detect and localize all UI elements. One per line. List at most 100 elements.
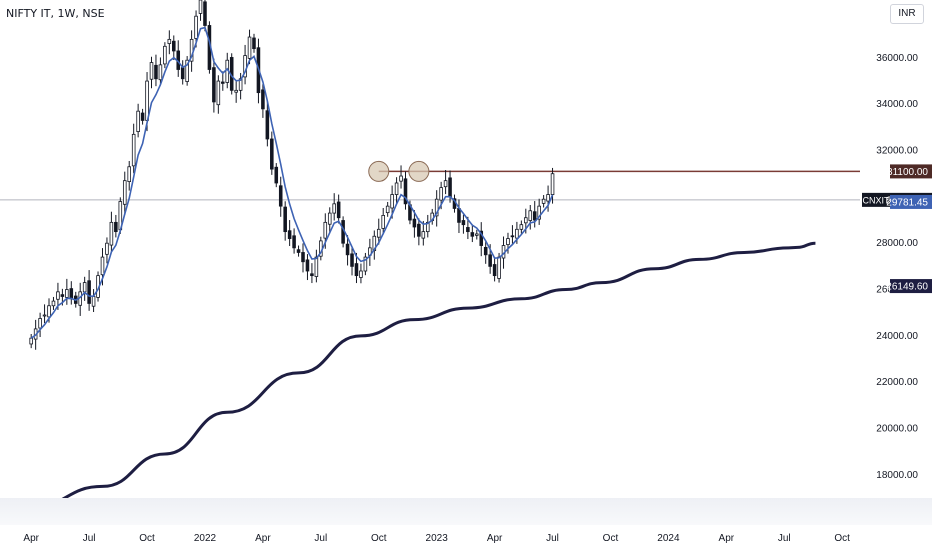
candle-body <box>172 40 176 52</box>
candle-body <box>87 280 91 304</box>
y-tick-label: 36000.00 <box>876 53 918 64</box>
x-tick-label: 2022 <box>194 533 217 544</box>
price-label-prefix: CNXIT <box>863 195 891 205</box>
candle-body <box>385 205 390 214</box>
candle-body <box>270 138 274 170</box>
candle-body <box>301 252 305 263</box>
y-tick-label: 22000.00 <box>876 377 918 388</box>
candle-body <box>470 232 475 237</box>
time-axis-band[interactable] <box>0 498 932 525</box>
candle-body <box>29 337 33 345</box>
candle-body <box>528 210 533 221</box>
candle-body <box>149 62 154 80</box>
x-tick-label: Oct <box>603 533 619 544</box>
candle-body <box>252 37 256 50</box>
ema-line-group <box>30 26 554 339</box>
highlight-circles-group <box>368 160 430 182</box>
ma-200-line <box>31 241 816 509</box>
candle-body <box>278 185 283 207</box>
candle-body <box>91 296 96 307</box>
candle-body <box>439 187 443 201</box>
candle-body <box>131 133 136 167</box>
candle-body <box>483 246 488 256</box>
candle-body <box>203 1 207 26</box>
candle-body <box>417 223 421 237</box>
candle-body <box>394 182 399 195</box>
x-tick-label: Apr <box>487 533 503 544</box>
candle-body <box>167 38 172 44</box>
candle-body <box>524 217 528 224</box>
candle-body <box>359 270 363 278</box>
candle-body <box>247 36 252 59</box>
y-tick-label: 18000.00 <box>876 470 918 481</box>
candle-body <box>109 221 114 246</box>
candle-body <box>82 282 87 293</box>
price-label: 31100.00 <box>887 167 928 178</box>
candle-body <box>412 218 417 228</box>
ma-200-line-group <box>31 241 816 509</box>
candle-body <box>145 80 149 121</box>
x-tick-label: Oct <box>139 533 155 544</box>
candle-body <box>296 249 301 253</box>
candle-body <box>292 235 296 249</box>
y-tick-label: 32000.00 <box>876 146 918 157</box>
candle-body <box>42 314 47 317</box>
candle-body <box>541 198 546 204</box>
candle-body <box>60 294 65 297</box>
candle-body <box>448 177 452 198</box>
currency-button[interactable]: INR <box>890 4 924 24</box>
candle-body <box>310 273 314 277</box>
price-label-box <box>890 279 932 294</box>
candle-body <box>479 230 484 246</box>
candle-body <box>488 254 492 267</box>
candle-body <box>332 203 336 214</box>
x-tick-label: Oct <box>834 533 850 544</box>
candle-body <box>515 228 519 239</box>
candles-group <box>29 0 555 350</box>
x-tick-label: Apr <box>23 533 39 544</box>
highlight-circle <box>368 160 390 182</box>
candle-body <box>198 0 203 14</box>
candle-body <box>381 215 385 229</box>
candle-body <box>234 89 238 93</box>
candle-body <box>154 64 158 80</box>
candle-body <box>466 227 470 233</box>
candle-body <box>314 256 319 277</box>
candle-body <box>390 194 394 209</box>
x-tick-label: Jul <box>546 533 559 544</box>
candle-body <box>140 112 145 121</box>
candle-body <box>122 180 127 205</box>
candle-body <box>283 206 287 233</box>
x-tick-label: Jul <box>778 533 791 544</box>
candle-body <box>265 110 270 140</box>
price-label-box <box>890 164 932 179</box>
y-tick-label: 34000.00 <box>876 99 918 110</box>
candle-body <box>105 242 109 255</box>
candle-body <box>38 318 42 329</box>
candle-body <box>550 173 555 195</box>
price-label: 26149.60 <box>886 282 928 293</box>
candle-body <box>180 67 185 80</box>
price-label-prefix-box <box>862 192 890 207</box>
candle-body <box>163 45 167 65</box>
candle-body <box>136 110 140 132</box>
x-axis[interactable]: Apr Jul Oct 2022 Apr Jul Oct 2023 Apr Jul Oct 2024 A… <box>0 525 932 550</box>
candle-body <box>336 201 341 219</box>
candle-body <box>56 291 60 300</box>
candle-body <box>216 80 221 106</box>
candle-body <box>532 211 537 221</box>
candle-body <box>69 288 74 300</box>
x-tick-label: Oct <box>371 533 387 544</box>
x-tick-label: 2024 <box>657 533 680 544</box>
y-axis[interactable]: 18000.0020000.0022000.0024000.0026000.00… <box>876 53 918 481</box>
candle-body <box>421 231 426 239</box>
candle-body <box>327 212 332 225</box>
candle-body <box>261 89 265 110</box>
candle-body <box>434 198 439 217</box>
candle-body <box>510 235 515 238</box>
candle-body <box>546 194 550 202</box>
y-tick-label: 28000.00 <box>876 238 918 249</box>
candle-body <box>443 180 448 188</box>
